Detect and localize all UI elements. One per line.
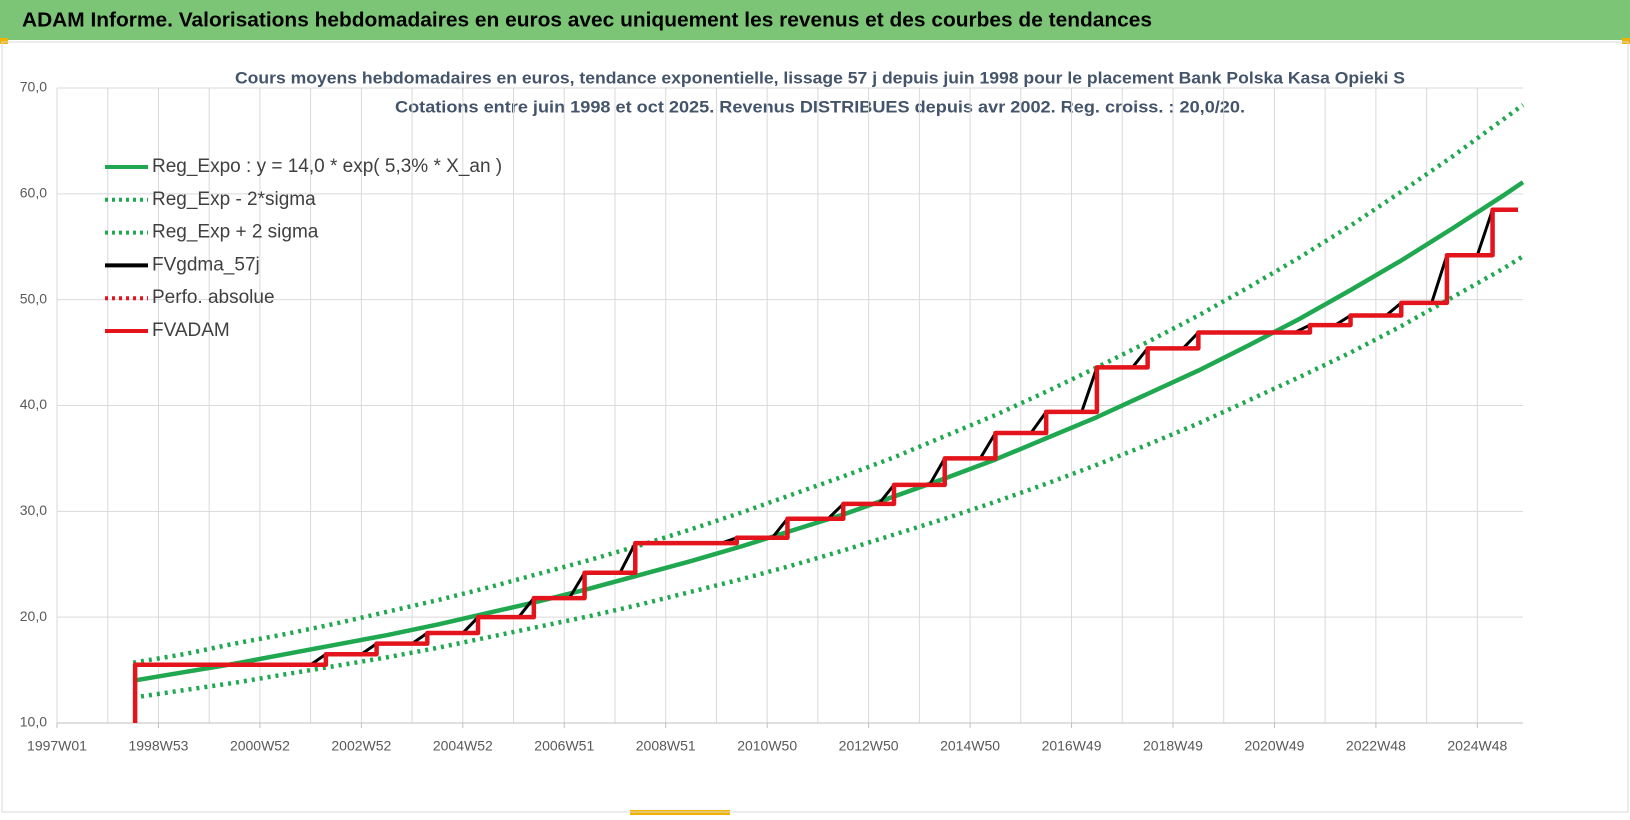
x-tick-label: 1998W53 (128, 738, 188, 754)
series-line (132, 103, 1525, 665)
header-title: ADAM Informe. Valorisations hebdomadaire… (22, 9, 1152, 31)
legend-label: Reg_Exp - 2*sigma (152, 189, 316, 210)
x-tick-label: 2010W50 (737, 738, 797, 754)
series-line (132, 207, 1518, 723)
grid: 10,0 20,0 30,0 40,0 50,0 60,0 70,0 1997W01 1998W… (20, 79, 1523, 754)
corner-mark (0, 38, 8, 44)
x-tick-label: 1997W01 (27, 738, 87, 754)
legend-label: FVADAM (152, 320, 230, 341)
x-tick-label: 2022W48 (1346, 738, 1406, 754)
x-tick-label: 2016W49 (1042, 738, 1102, 754)
x-tick-label: 2002W52 (331, 738, 391, 754)
y-tick-label: 40,0 (20, 396, 47, 412)
corner-mark (1622, 38, 1630, 44)
legend-label: Perfo. absolue (152, 287, 275, 308)
x-tick-label: 2014W50 (940, 738, 1000, 754)
chart-title: Cours moyens hebdomadaires en euros, ten… (235, 68, 1405, 87)
plot (132, 103, 1525, 723)
chart-frame (1, 41, 1629, 813)
legend-label: Reg_Expo : y = 14,0 * exp( 5,3% * X_an ) (152, 156, 502, 177)
y-tick-label: 70,0 (20, 79, 47, 95)
series-line (135, 208, 1518, 667)
x-tick-label: 2018W49 (1143, 738, 1203, 754)
y-tick-label: 60,0 (20, 185, 47, 201)
y-tick-label: 50,0 (20, 290, 47, 306)
header-bar (0, 0, 1630, 40)
x-tick-label: 2006W51 (534, 738, 594, 754)
x-tick-label: 2012W50 (839, 738, 899, 754)
legend-label: FVgdma_57j (152, 254, 260, 275)
y-tick-label: 10,0 (20, 714, 47, 730)
y-tick-label: 30,0 (20, 502, 47, 518)
legend-label: Reg_Exp + 2 sigma (152, 222, 319, 243)
x-tick-label: 2024W48 (1447, 738, 1507, 754)
chart-subtitle: Cotations entre juin 1998 et oct 2025. R… (395, 97, 1245, 116)
y-tick-label: 20,0 (20, 608, 47, 624)
series-line (132, 180, 1525, 683)
x-tick-label: 2000W52 (230, 738, 290, 754)
x-tick-label: 2020W49 (1244, 738, 1304, 754)
legend: Reg_Expo : y = 14,0 * exp( 5,3% * X_an )… (105, 156, 502, 341)
x-tick-label: 2008W51 (636, 738, 696, 754)
x-tick-label: 2004W52 (433, 738, 493, 754)
series-line (132, 254, 1525, 700)
